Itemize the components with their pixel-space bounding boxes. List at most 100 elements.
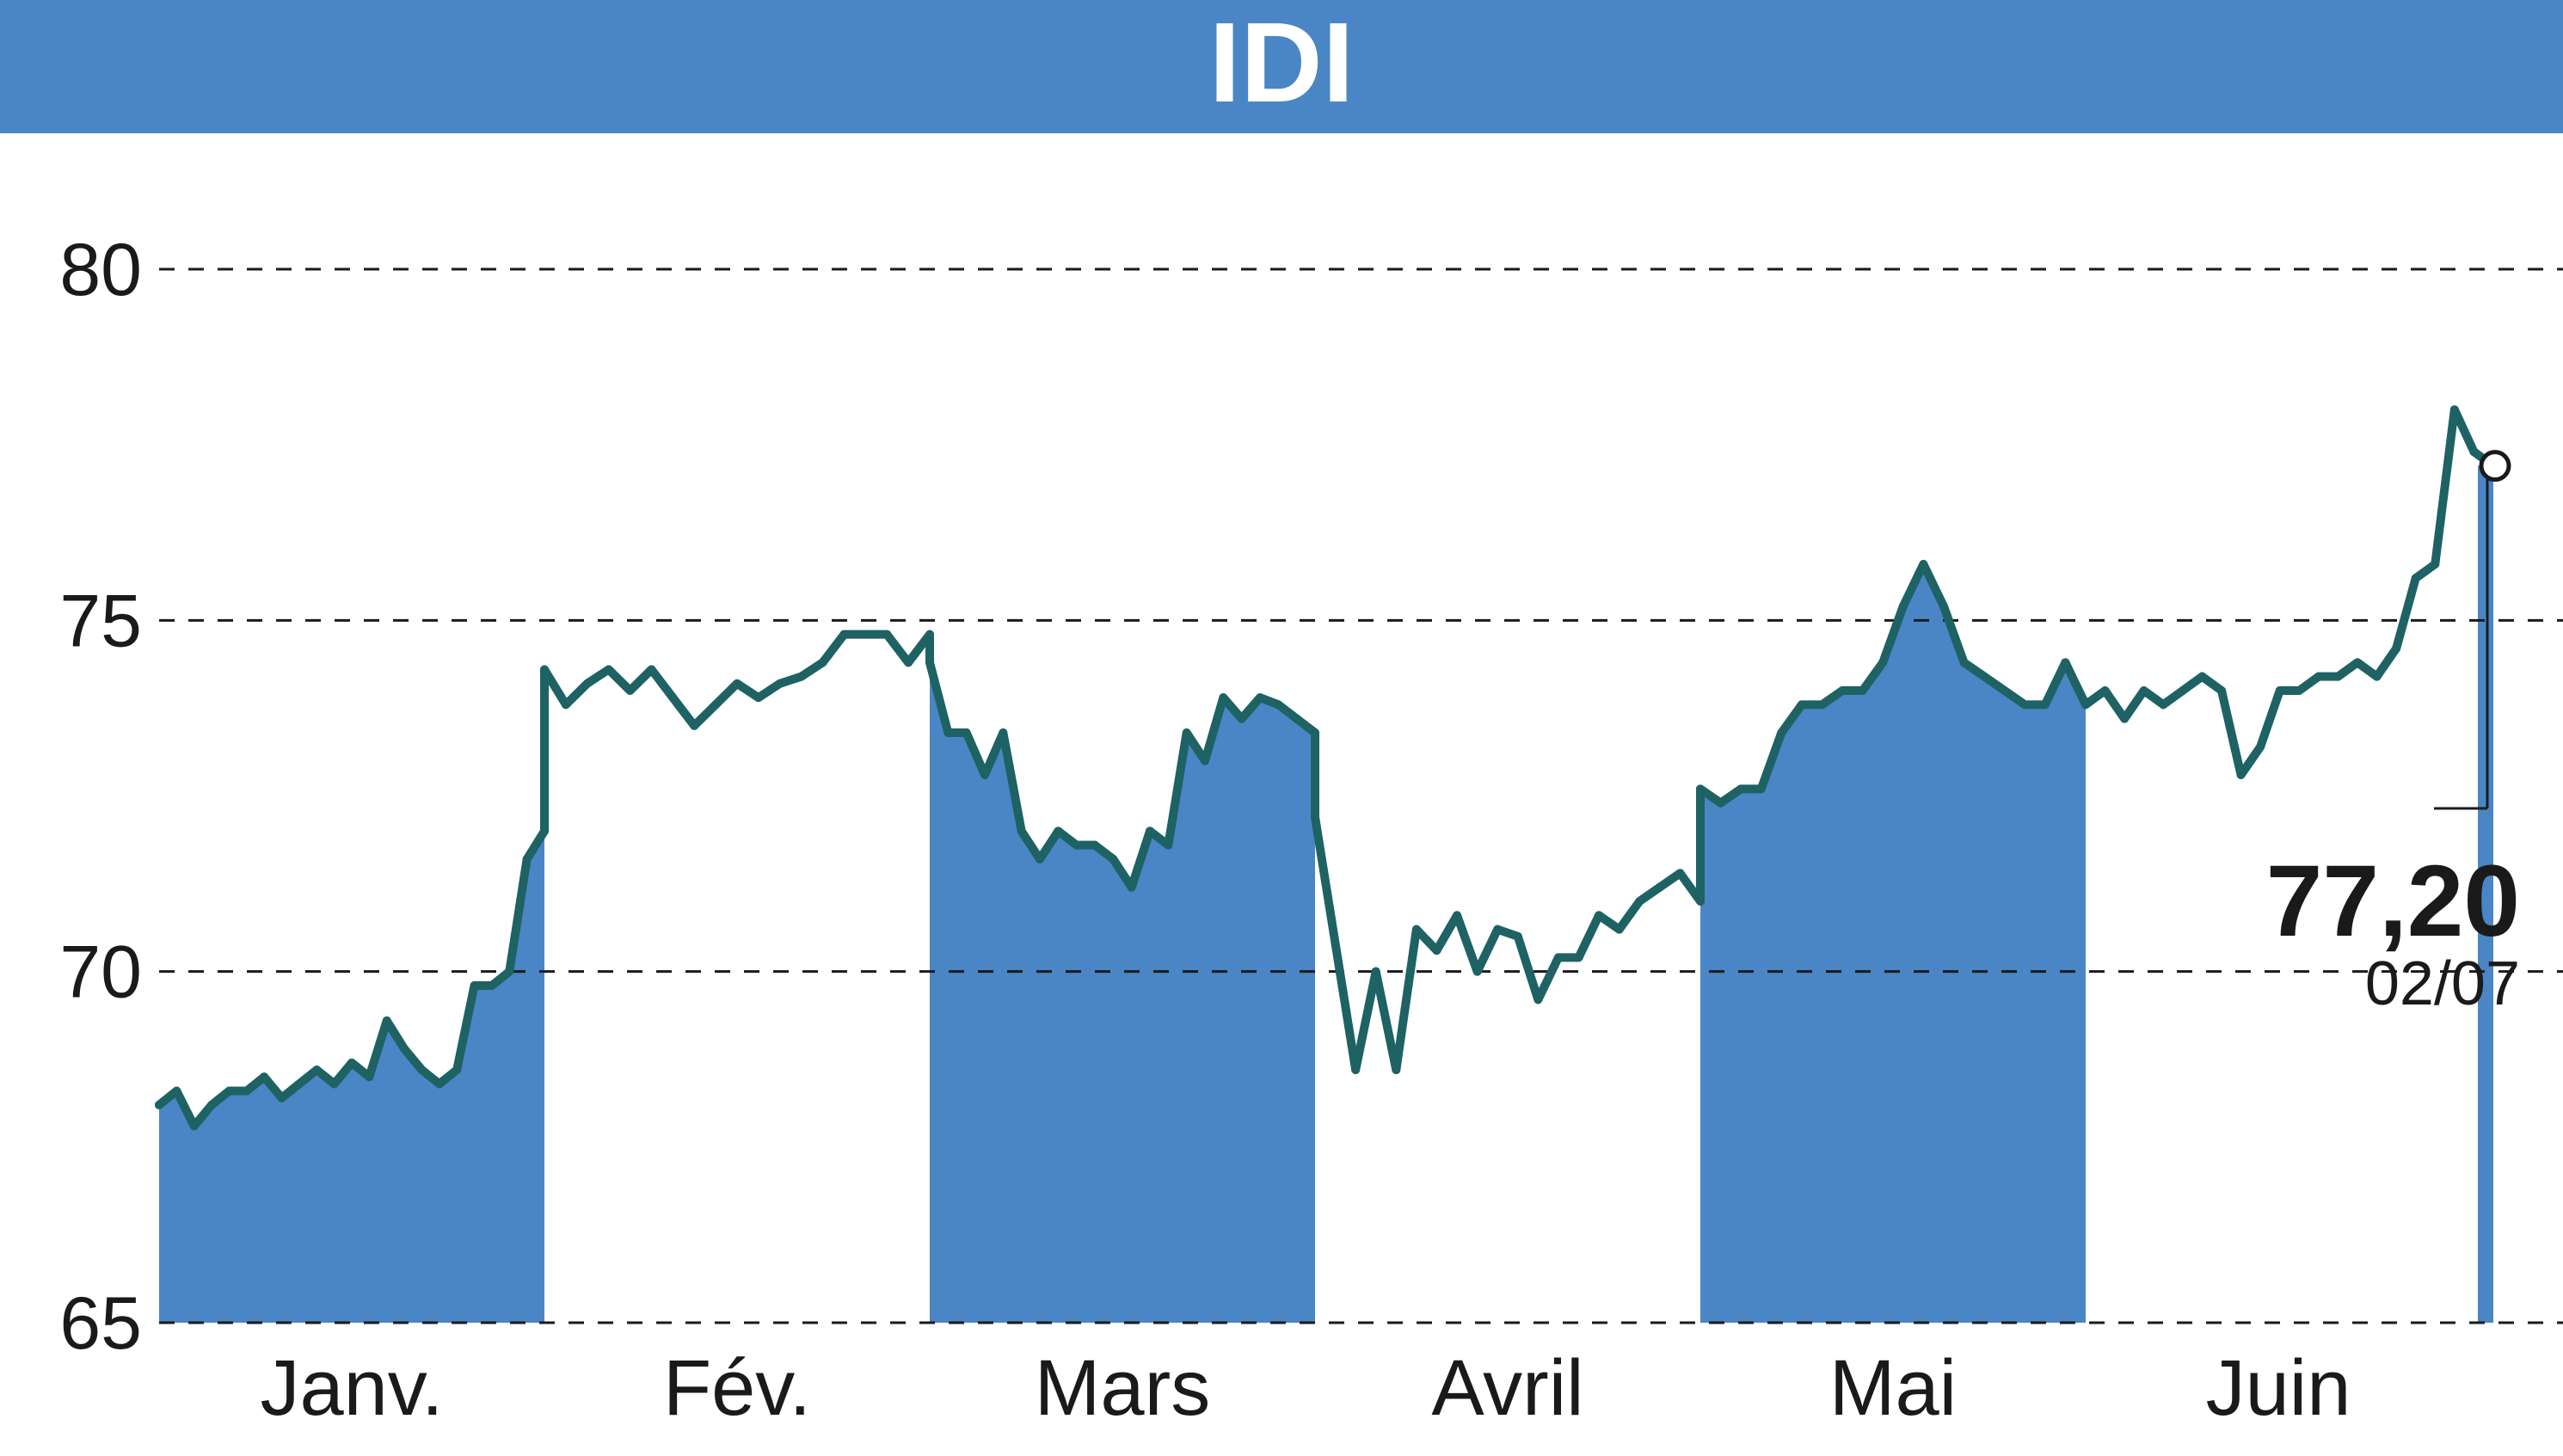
x-tick-label: Janv. bbox=[260, 1344, 443, 1432]
data-point bbox=[1513, 931, 1522, 941]
data-point bbox=[2178, 686, 2187, 695]
data-point bbox=[690, 721, 699, 730]
data-point bbox=[329, 1079, 339, 1089]
data-point bbox=[839, 630, 849, 639]
data-point bbox=[1797, 700, 1806, 710]
data-point bbox=[1635, 897, 1644, 906]
data-point bbox=[1858, 686, 1867, 695]
data-point bbox=[1878, 658, 1888, 667]
data-point bbox=[1201, 756, 1209, 765]
data-point bbox=[943, 728, 953, 737]
month-band-4 bbox=[1700, 564, 2086, 1323]
data-point bbox=[2159, 700, 2168, 710]
month-bands bbox=[159, 465, 2493, 1323]
data-point bbox=[1432, 946, 1441, 955]
last-value-bar bbox=[2478, 465, 2493, 1323]
data-point bbox=[1919, 560, 1928, 568]
data-point bbox=[2314, 672, 2323, 681]
data-point bbox=[365, 1072, 374, 1082]
data-point bbox=[711, 700, 721, 710]
data-point bbox=[505, 967, 514, 976]
chart-title: IDI bbox=[1209, 0, 1355, 126]
data-point bbox=[962, 728, 971, 737]
data-point bbox=[980, 771, 989, 779]
data-point bbox=[1311, 813, 1319, 821]
data-point bbox=[2392, 644, 2401, 653]
data-point bbox=[1392, 1066, 1401, 1074]
data-point bbox=[1182, 728, 1191, 737]
data-point bbox=[2061, 658, 2070, 667]
data-point bbox=[925, 630, 934, 639]
data-point bbox=[1453, 911, 1462, 920]
data-point bbox=[260, 1072, 269, 1082]
price-series bbox=[155, 405, 2498, 1131]
data-point bbox=[1838, 686, 1847, 695]
x-tick-label: Mars bbox=[1035, 1344, 1210, 1432]
data-point bbox=[1109, 855, 1118, 863]
data-point bbox=[1274, 700, 1283, 710]
data-point bbox=[400, 1044, 409, 1054]
x-tick-label: Fév. bbox=[663, 1344, 811, 1432]
data-point bbox=[1054, 826, 1063, 836]
data-point bbox=[2217, 686, 2226, 695]
data-point bbox=[155, 1100, 163, 1109]
data-point bbox=[861, 630, 870, 639]
data-point bbox=[775, 679, 784, 688]
data-point bbox=[2081, 700, 2090, 710]
y-axis: 65 70 75 80 bbox=[59, 229, 142, 1365]
last-value-dot bbox=[2479, 450, 2511, 482]
month-band-2 bbox=[930, 662, 1315, 1323]
data-point bbox=[172, 1086, 181, 1096]
data-point bbox=[2353, 658, 2362, 667]
data-point bbox=[2295, 686, 2304, 695]
data-point bbox=[1614, 925, 1624, 934]
last-value-marker bbox=[2434, 450, 2511, 810]
data-point bbox=[1237, 714, 1246, 723]
last-value-label: 77,20 bbox=[2266, 845, 2520, 958]
data-point bbox=[207, 1100, 217, 1109]
data-point bbox=[382, 1016, 391, 1025]
data-point bbox=[434, 1079, 444, 1089]
x-tick-label: Avril bbox=[1431, 1344, 1583, 1432]
data-point bbox=[1219, 693, 1228, 703]
data-point bbox=[2372, 672, 2382, 681]
y-tick-label: 75 bbox=[59, 580, 142, 662]
data-point bbox=[1553, 953, 1563, 962]
data-point bbox=[1817, 700, 1827, 710]
data-point bbox=[1411, 925, 1421, 934]
data-point bbox=[417, 1066, 427, 1074]
data-point bbox=[522, 855, 532, 863]
data-point bbox=[999, 728, 1008, 737]
data-point bbox=[277, 1093, 286, 1103]
data-point bbox=[2411, 574, 2420, 583]
grid-lines bbox=[159, 267, 2563, 1324]
data-point bbox=[2120, 714, 2130, 723]
data-point bbox=[1533, 995, 1543, 1004]
data-point bbox=[452, 1066, 462, 1074]
data-point bbox=[882, 630, 892, 639]
last-date-label: 02/07 bbox=[2365, 949, 2520, 1018]
data-point bbox=[582, 679, 592, 688]
data-point bbox=[487, 981, 496, 990]
title-bar bbox=[0, 0, 2563, 133]
data-point bbox=[925, 658, 934, 667]
data-point bbox=[1036, 855, 1044, 863]
data-point bbox=[1292, 714, 1301, 723]
data-point bbox=[294, 1079, 304, 1089]
data-point bbox=[540, 665, 549, 674]
data-point bbox=[561, 700, 570, 710]
data-point bbox=[1256, 693, 1264, 703]
data-point bbox=[2275, 686, 2284, 695]
data-point bbox=[1017, 826, 1026, 836]
data-point bbox=[796, 672, 806, 681]
y-tick-label: 65 bbox=[59, 1282, 142, 1365]
data-point bbox=[625, 686, 635, 695]
x-tick-label: Juin bbox=[2206, 1344, 2351, 1432]
data-point bbox=[604, 665, 613, 674]
data-point bbox=[2431, 560, 2440, 568]
data-point bbox=[1127, 882, 1136, 892]
data-point bbox=[1091, 840, 1099, 850]
data-point bbox=[2449, 405, 2459, 415]
month-band-0 bbox=[159, 831, 544, 1323]
